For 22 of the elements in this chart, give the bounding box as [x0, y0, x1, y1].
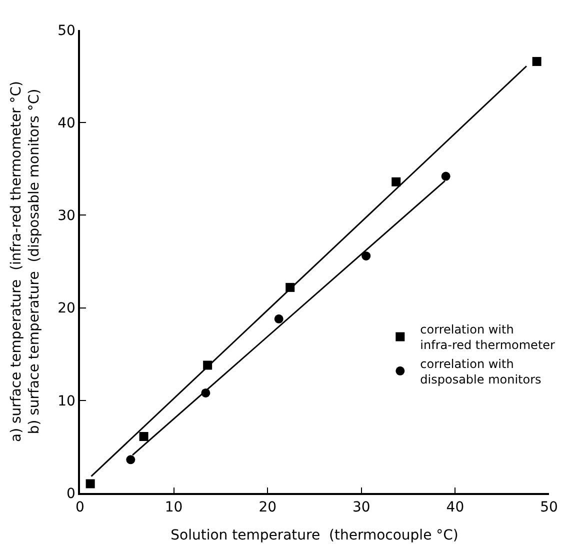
x-tick-label: 20 [258, 500, 277, 516]
point [86, 479, 95, 488]
y-tick-label: 20 [58, 300, 76, 317]
legend-label: correlation with disposable monitors [420, 356, 542, 386]
point [392, 177, 401, 186]
point [274, 314, 284, 324]
point [139, 432, 148, 442]
x-tick-label: 10 [164, 500, 183, 516]
x-tick-label: 40 [446, 500, 464, 516]
y-tick-label: 10 [58, 393, 76, 410]
y-axis-title: a) surface temperature (infra-red thermometer °C) b) surface temperature (disposable monitors °C) [8, 80, 43, 442]
y-tick-label: 30 [58, 208, 76, 224]
y-tick-label: 0 [66, 486, 76, 502]
x-axis-title: Solution temperature (thermocouple °C) [170, 527, 458, 544]
y-tick-label: 50 [58, 22, 76, 39]
x-tick-label: 30 [352, 500, 370, 516]
point [362, 251, 371, 260]
point [441, 172, 450, 181]
y-tick-label: 40 [58, 116, 76, 132]
point [126, 455, 136, 464]
point [532, 56, 542, 66]
x-tick-label: 50 [540, 500, 558, 516]
